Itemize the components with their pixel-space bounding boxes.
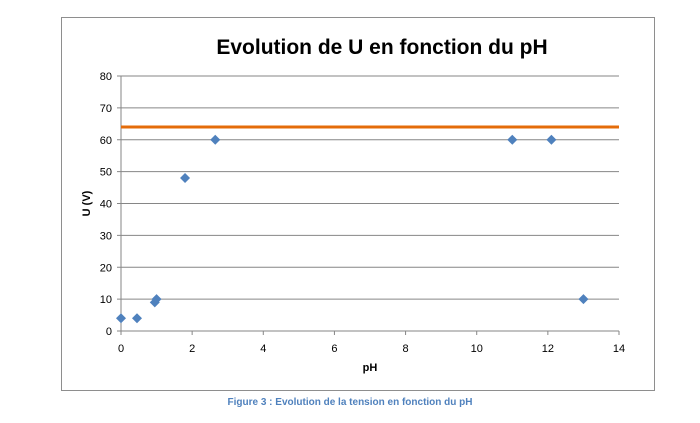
figure-caption: Figure 3 : Evolution de la tension en fo… (227, 397, 473, 408)
x-tick-label: 4 (260, 343, 266, 355)
chart-title: Evolution de U en fonction du pH (216, 36, 547, 59)
y-tick-label: 70 (100, 103, 112, 115)
scatter-chart: Evolution de U en fonction du pH01020304… (81, 36, 625, 374)
x-axis-title: pH (363, 362, 378, 374)
data-point (578, 294, 589, 305)
data-point (546, 134, 557, 145)
data-point (507, 134, 518, 145)
x-tick-label: 14 (613, 343, 625, 355)
data-point (210, 134, 221, 145)
data-point (132, 313, 143, 324)
y-tick-label: 50 (100, 167, 112, 179)
x-tick-label: 8 (403, 343, 409, 355)
y-tick-label: 80 (100, 71, 112, 83)
y-tick-label: 0 (106, 326, 112, 338)
y-axis-title: U (V) (81, 190, 93, 216)
data-point (116, 313, 126, 324)
y-tick-label: 60 (100, 135, 112, 147)
y-tick-label: 30 (100, 230, 112, 242)
x-tick-label: 10 (471, 343, 483, 355)
y-tick-label: 40 (100, 199, 112, 211)
data-point (180, 173, 191, 183)
x-tick-label: 12 (542, 343, 554, 355)
chart-area: Evolution de U en fonction du pH 0 10 20 30 4… (61, 17, 655, 391)
y-tick-label: 10 (100, 294, 112, 306)
x-tick-label: 0 (118, 343, 124, 355)
y-tick-label: 20 (100, 262, 112, 274)
x-tick-label: 6 (331, 343, 337, 355)
x-tick-label: 2 (189, 343, 195, 355)
data-point (151, 294, 162, 305)
